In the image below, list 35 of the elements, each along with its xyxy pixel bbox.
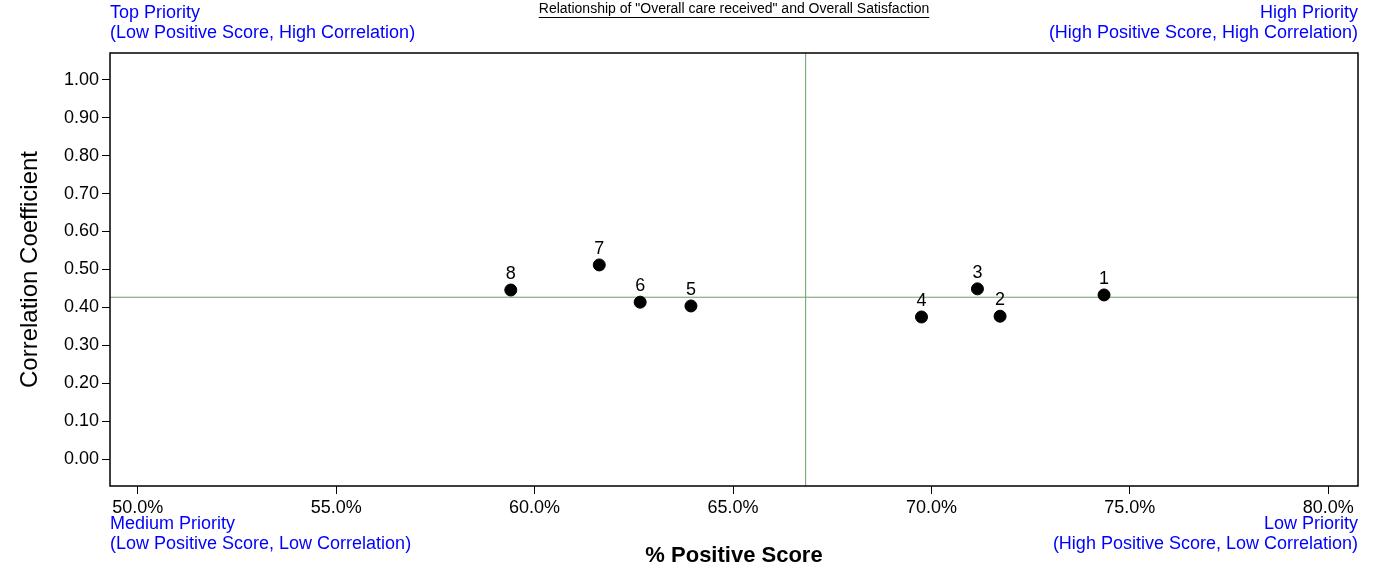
y-tick-label: 0.20 [63,372,99,393]
y-tick-label: 0.10 [63,410,99,431]
point [684,299,698,313]
annotation: 5 [685,278,696,299]
point [633,295,647,309]
point [504,283,518,297]
y-axis-title: Correlation Coefficient [14,150,42,389]
annotation: 6 [635,275,646,296]
x-tick-label: 65.0% [707,496,759,517]
y-tick-label: 1.00 [63,68,99,89]
annotation: 3 [972,261,983,282]
y-tick-label: 0.80 [63,144,99,165]
annotation: 7 [594,237,605,258]
annotation: 8 [505,262,516,283]
y-tick-label: 0.90 [63,106,99,127]
y-tick-label: 0.30 [63,334,99,355]
y-tick-label: 0.40 [63,296,99,317]
annotation: 4 [916,289,927,310]
y-tick-label: 0.70 [63,182,99,203]
point [970,282,984,296]
point [915,310,928,324]
chart-title: Relationship of "Overall care received" and Overall Satisfaction [538,0,930,16]
y-tick-label: 0.50 [63,258,99,279]
point [993,309,1007,323]
annotation: 2 [995,289,1006,310]
point [1097,288,1111,302]
x-axis-title: % Positive Score [645,542,823,568]
x-tick-label: 70.0% [905,496,957,517]
text: High Priority (High Positive Score, High Correlation) [1048,1,1358,42]
annotation: 1 [1099,267,1110,288]
y-tick-label: 0.00 [63,448,99,469]
x-tick-label: 60.0% [509,496,561,517]
text: Top Priority (Low Positive Score, High Correlation) [110,1,416,42]
point [592,258,606,272]
y-tick-label: 0.60 [63,220,99,241]
